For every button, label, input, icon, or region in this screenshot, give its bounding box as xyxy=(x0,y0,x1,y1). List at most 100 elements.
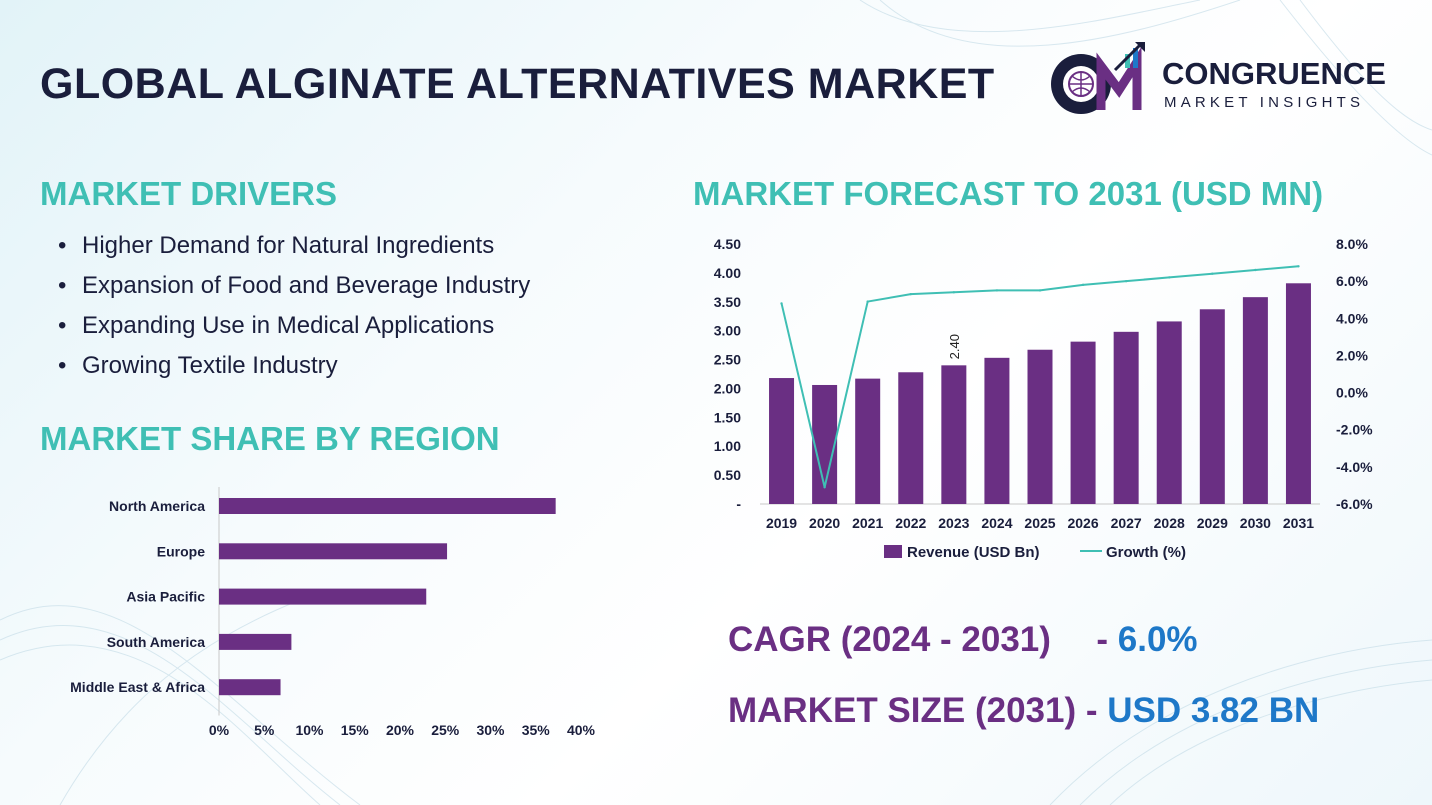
region-bar xyxy=(219,633,292,650)
forecast-right-tick-label: 2.0% xyxy=(1336,347,1368,363)
forecast-heading: MARKET FORECAST TO 2031 (USD MN) xyxy=(693,175,1324,212)
revenue-bar xyxy=(1156,321,1182,504)
brand-logo: CONGRUENCE MARKET INSIGHTS xyxy=(1045,40,1405,120)
growth-point xyxy=(952,291,956,294)
market-size-label: MARKET SIZE (2031) xyxy=(728,691,1077,730)
forecast-left-tick-label: 4.00 xyxy=(714,265,741,281)
cagr-separator: - xyxy=(1096,620,1109,659)
logo-tagline: MARKET INSIGHTS xyxy=(1164,94,1365,111)
list-item: • Growing Textile Industry xyxy=(58,352,338,379)
forecast-x-tick-label: 2027 xyxy=(1111,515,1142,531)
forecast-left-tick-label: 3.50 xyxy=(714,294,741,310)
growth-point xyxy=(866,300,869,303)
legend-label-revenue: Revenue (USD Bn) xyxy=(907,544,1040,561)
region-x-tick-label: 20% xyxy=(386,722,415,738)
forecast-right-tick-label: 4.0% xyxy=(1336,310,1368,326)
forecast-x-tick-label: 2023 xyxy=(938,515,969,531)
region-category-label: Europe xyxy=(157,543,205,559)
region-x-tick-label: 5% xyxy=(254,722,275,738)
forecast-left-tick-label: 1.00 xyxy=(714,438,741,454)
growth-point xyxy=(1168,276,1171,279)
revenue-bar xyxy=(1199,309,1225,504)
revenue-bar xyxy=(1027,349,1053,504)
list-item: • Expanding Use in Medical Applications xyxy=(58,312,495,339)
forecast-right-tick-label: 0.0% xyxy=(1336,385,1368,401)
growth-point xyxy=(1081,283,1085,287)
forecast-right-tick-label: 8.0% xyxy=(1336,236,1368,252)
region-category-label: Asia Pacific xyxy=(126,589,205,605)
market-size-value: USD 3.82 BN xyxy=(1107,691,1320,730)
forecast-x-tick-label: 2025 xyxy=(1024,515,1055,531)
forecast-left-tick-label: 4.50 xyxy=(714,236,741,252)
forecast-x-tick-label: 2021 xyxy=(852,515,883,531)
forecast-left-tick-label: 0.50 xyxy=(714,467,741,483)
revenue-bar xyxy=(1070,341,1096,504)
list-item: • Expansion of Food and Beverage Industry xyxy=(58,272,531,299)
page-title: GLOBAL ALGINATE ALTERNATIVES MARKET xyxy=(40,60,995,108)
region-bar xyxy=(219,498,556,514)
revenue-bar xyxy=(855,378,881,504)
market-size-kpi: MARKET SIZE (2031) - USD 3.82 BN xyxy=(728,691,1319,731)
cagr-kpi: CAGR (2024 - 2031) - 6.0% xyxy=(728,620,1198,660)
revenue-bar xyxy=(769,378,795,504)
list-item: • Higher Demand for Natural Ingredients xyxy=(58,232,495,259)
growth-point xyxy=(995,289,999,292)
forecast-right-tick-label: -4.0% xyxy=(1336,459,1373,475)
cagr-label: CAGR (2024 - 2031) xyxy=(728,620,1051,659)
revenue-data-label: 2.40 xyxy=(947,334,962,359)
revenue-bar xyxy=(941,365,967,504)
region-bar xyxy=(219,679,281,696)
region-x-tick-label: 35% xyxy=(522,722,551,738)
region-x-tick-label: 15% xyxy=(341,722,370,738)
logo-name: CONGRUENCE xyxy=(1162,56,1386,91)
forecast-x-tick-label: 2030 xyxy=(1240,515,1271,531)
forecast-right-tick-label: -6.0% xyxy=(1336,496,1373,512)
region-x-tick-label: 40% xyxy=(567,722,596,738)
drivers-list: • Higher Demand for Natural Ingredients •… xyxy=(58,228,530,388)
legend-swatch-revenue xyxy=(884,545,902,558)
growth-point xyxy=(1124,279,1128,283)
growth-point xyxy=(780,302,783,305)
region-bar xyxy=(219,588,427,605)
region-x-tick-label: 10% xyxy=(295,722,324,738)
forecast-left-tick-label: 2.00 xyxy=(714,380,741,396)
forecast-left-tick-label: 3.00 xyxy=(714,323,741,339)
forecast-x-tick-label: 2022 xyxy=(895,515,926,531)
growth-point xyxy=(1038,289,1042,292)
growth-point xyxy=(1297,265,1300,268)
legend-label-growth: Growth (%) xyxy=(1106,544,1186,561)
growth-point xyxy=(1211,272,1214,275)
forecast-x-tick-label: 2031 xyxy=(1283,515,1314,531)
region-category-label: Middle East & Africa xyxy=(70,679,205,695)
forecast-x-tick-label: 2019 xyxy=(766,515,797,531)
region-category-label: South America xyxy=(107,634,205,650)
drivers-heading: MARKET DRIVERS xyxy=(40,175,338,212)
forecast-x-tick-label: 2029 xyxy=(1197,515,1228,531)
revenue-bar xyxy=(1285,283,1311,504)
region-x-tick-label: 30% xyxy=(476,722,505,738)
forecast-x-tick-label: 2026 xyxy=(1067,515,1098,531)
region-x-tick-label: 25% xyxy=(431,722,460,738)
forecast-left-tick-label: - xyxy=(736,496,741,512)
revenue-bar xyxy=(1113,331,1139,504)
market-size-separator: - xyxy=(1085,691,1098,730)
forecast-right-tick-label: 6.0% xyxy=(1336,273,1368,289)
growth-point xyxy=(909,292,912,296)
growth-point xyxy=(1254,268,1257,272)
cagr-value: 6.0% xyxy=(1117,620,1198,659)
revenue-bar xyxy=(984,357,1010,504)
revenue-bar xyxy=(898,372,924,504)
logo-mark-icon xyxy=(1051,42,1145,114)
forecast-right-tick-label: -2.0% xyxy=(1336,422,1373,438)
forecast-x-tick-label: 2020 xyxy=(809,515,840,531)
region-bar xyxy=(219,543,448,560)
forecast-x-tick-label: 2024 xyxy=(981,515,1012,531)
growth-point xyxy=(823,486,826,489)
revenue-bar xyxy=(1242,297,1268,504)
forecast-left-tick-label: 1.50 xyxy=(714,409,741,425)
forecast-x-tick-label: 2028 xyxy=(1154,515,1185,531)
forecast-left-tick-label: 2.50 xyxy=(714,352,741,368)
region-heading: MARKET SHARE BY REGION xyxy=(40,420,500,457)
region-category-label: North America xyxy=(109,498,205,514)
